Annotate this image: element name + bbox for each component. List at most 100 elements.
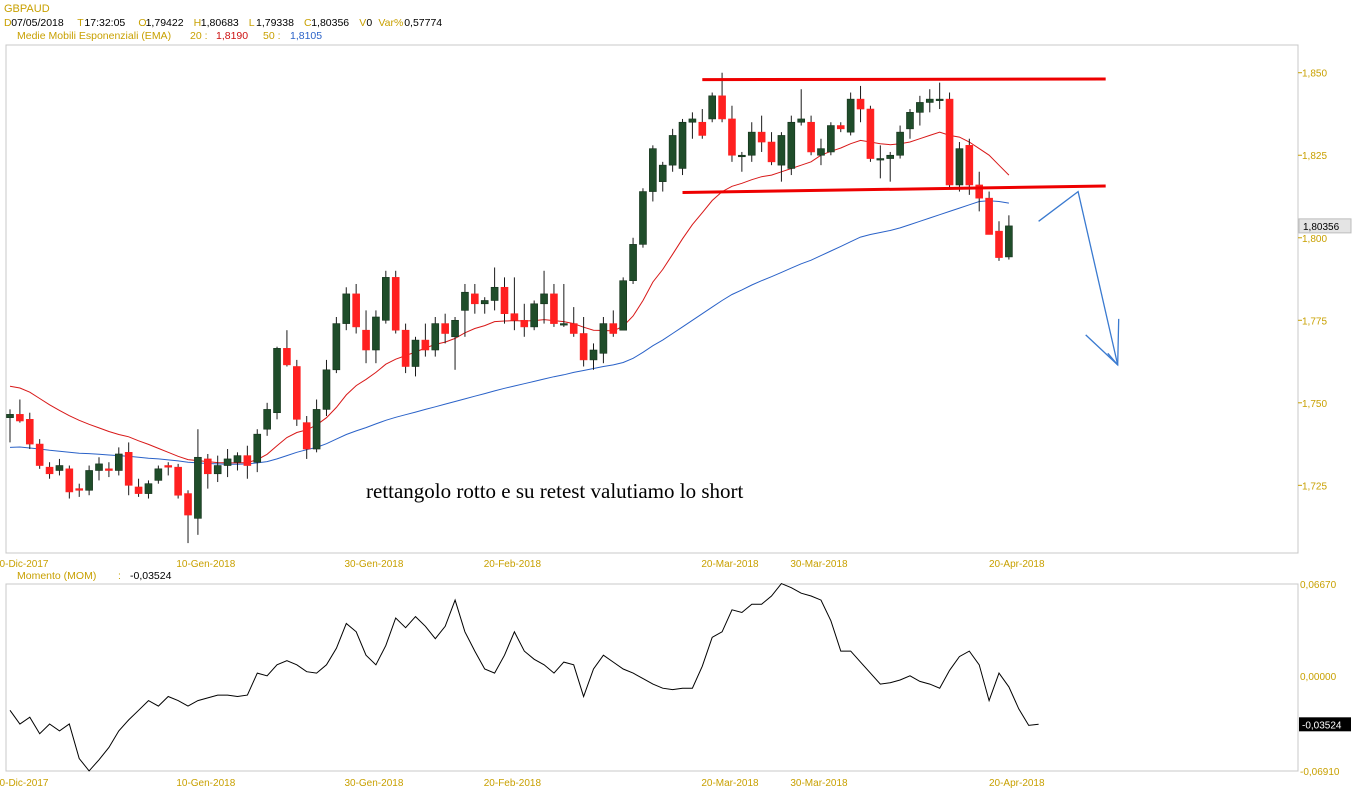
candle (124, 442, 133, 496)
candle (223, 449, 232, 478)
candle (471, 283, 479, 314)
price-y-tick-label: 1,850 (1302, 69, 1327, 80)
header-value: 1,80683 (201, 17, 239, 29)
candle-body-bull (154, 468, 163, 481)
candle-body-bull (560, 323, 568, 326)
candle-body-bull (935, 98, 944, 101)
momentum-x-tick-label: 20-Apr-2018 (989, 778, 1045, 789)
candle-body-bull (223, 458, 232, 466)
candle (194, 429, 202, 535)
candle (787, 115, 796, 176)
candle-body-bear (500, 286, 509, 314)
candle-body-bear (75, 488, 84, 491)
candle-body-bull (876, 158, 885, 161)
candle-body-bull (649, 148, 657, 192)
candle (451, 316, 459, 370)
candle-body-bull (827, 125, 835, 153)
candle-body-bear (35, 443, 44, 466)
candle (35, 439, 44, 469)
candle-body-bear (985, 197, 993, 235)
candle-body-bull (777, 135, 786, 166)
candle-body-bull (797, 118, 806, 123)
candle (619, 277, 627, 331)
price-x-tick-label: 20-Mar-2018 (701, 559, 759, 570)
candle (569, 307, 578, 337)
momentum-last-box (1299, 717, 1351, 732)
last-price-box (1298, 218, 1352, 234)
candle-body-bull (896, 131, 904, 156)
candle-body-bear (471, 293, 479, 305)
price-x-tick-label: 20-Apr-2018 (989, 559, 1045, 570)
candle-body-bear (866, 108, 875, 159)
candle-body-bull (372, 316, 380, 351)
candle (480, 297, 489, 314)
candle-body-bull (916, 102, 924, 113)
candle (579, 316, 588, 367)
header-key: Var% (378, 17, 403, 29)
momentum-x-tick-label: 30-Gen-2018 (344, 778, 403, 789)
candle-body-bull (639, 191, 647, 245)
header-key: H (194, 17, 202, 29)
candle (105, 462, 113, 478)
rectangle-bottom-line (682, 184, 1106, 195)
header-value: 0 (366, 17, 372, 29)
candle-body-bull (253, 433, 262, 463)
candle (896, 125, 904, 159)
candle (184, 490, 192, 544)
candle-body-bull (85, 470, 93, 491)
candle (916, 95, 924, 126)
candle-body-bull (95, 463, 103, 471)
momentum-x-tick-label: 20-Feb-2018 (484, 778, 542, 789)
candle-body-bull (1005, 225, 1013, 258)
candle (213, 455, 222, 483)
candle-body-bear (293, 366, 301, 420)
candle (560, 283, 568, 327)
candle-body-bear (243, 455, 252, 466)
header-value: 0,57774 (404, 17, 442, 29)
candle-body-bear (550, 293, 558, 324)
candle (16, 399, 24, 423)
momentum-last-marker: -0,03524 (1299, 717, 1351, 732)
candle (836, 122, 845, 133)
candle (204, 453, 212, 489)
momentum-last-label: -0,03524 (1302, 720, 1342, 731)
candle-body-bull (411, 339, 420, 367)
candle (293, 359, 301, 426)
header-key: L (249, 17, 255, 29)
candle (609, 310, 618, 337)
momentum-x-tick-label: 20-Mar-2018 (701, 778, 759, 789)
candle (510, 277, 519, 331)
candle-body-bear (856, 98, 865, 110)
price-panel-frame (5, 44, 1299, 554)
candle-body-bear (401, 329, 410, 367)
candle (965, 138, 974, 195)
candle-body-bull (6, 414, 14, 418)
price-y-tick-label: 1,775 (1302, 316, 1327, 327)
candle (925, 89, 934, 113)
candle-body-bull (747, 131, 756, 156)
candle (599, 316, 608, 364)
candle-body-bear (124, 452, 133, 486)
candle (688, 112, 697, 139)
candle-body-bear (510, 313, 519, 321)
candle-body-bull (886, 154, 895, 159)
candle-body-bear (698, 121, 707, 136)
candle-body-bull (431, 323, 440, 351)
candle (550, 283, 558, 327)
candle (846, 92, 855, 136)
candle-body-bull (906, 112, 914, 130)
candle-body-bear (283, 348, 291, 366)
price-x-tick-label: 30-Gen-2018 (344, 559, 403, 570)
candle (589, 343, 598, 370)
candle-body-bear (757, 131, 766, 143)
candle-body-bull (599, 323, 608, 354)
momentum-x-tick-label: 10-Gen-2018 (176, 778, 235, 789)
candle (767, 132, 776, 166)
candle (352, 283, 360, 334)
candle-body-bear (945, 98, 954, 186)
candle-body-bear (609, 323, 618, 334)
candle (164, 462, 173, 476)
candle (797, 89, 806, 126)
candle-body-bear (134, 486, 143, 494)
